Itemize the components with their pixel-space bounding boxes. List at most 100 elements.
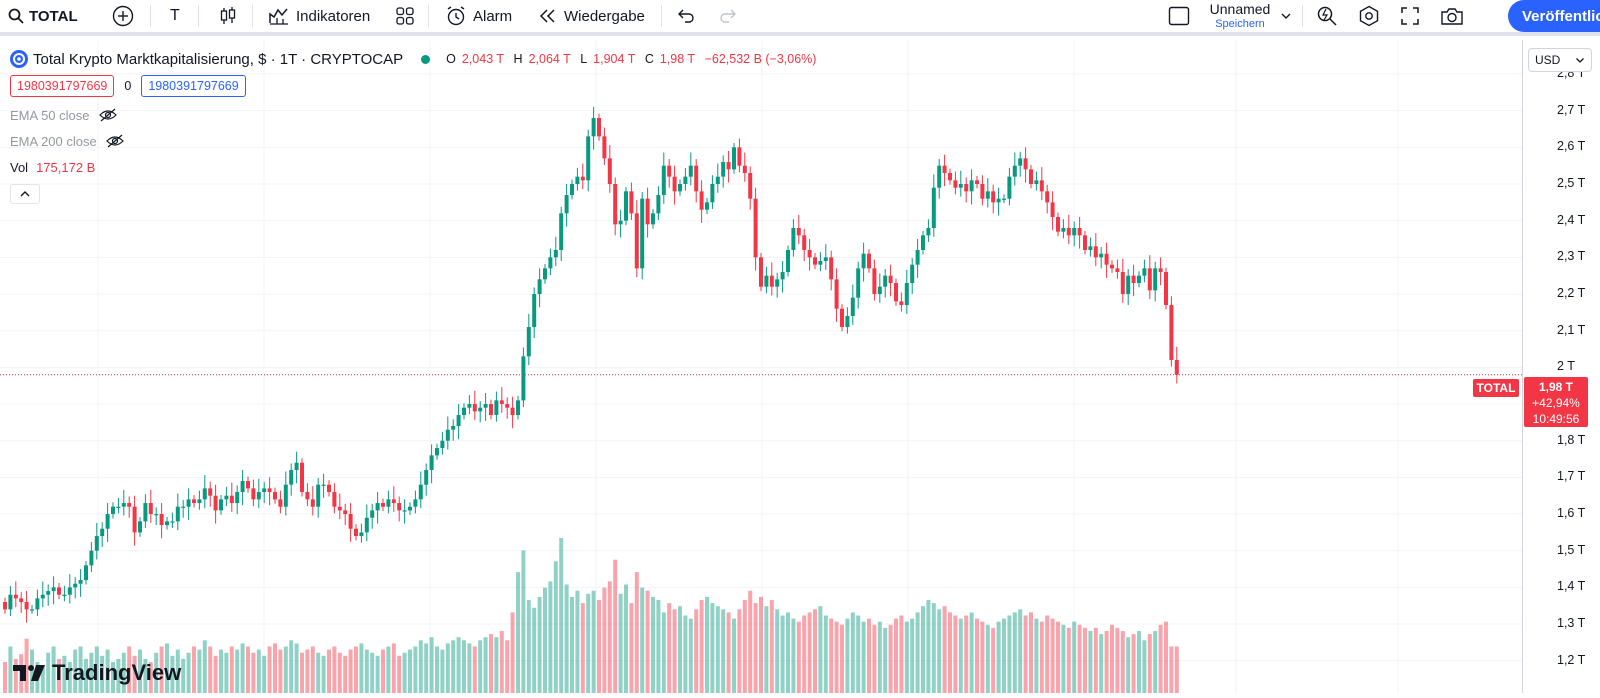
volume-bar	[915, 612, 920, 693]
publish-button[interactable]: Veröffentlichen	[1508, 0, 1600, 32]
volume-bar	[796, 621, 801, 693]
volume-bar	[30, 649, 34, 693]
chart-type-button[interactable]	[218, 0, 238, 32]
volume-bar	[111, 662, 115, 693]
volume-bar	[294, 643, 299, 693]
volume-bar	[1126, 637, 1131, 693]
volume-bar	[656, 600, 661, 693]
ema50-label: EMA 50 close	[10, 107, 90, 123]
candle-body	[813, 257, 817, 265]
collapse-legend-button[interactable]	[10, 184, 40, 204]
sell-price-box[interactable]: 1980391797669	[10, 75, 115, 97]
volume-bar	[354, 646, 358, 693]
candle-body	[456, 415, 461, 427]
volume-bar	[397, 655, 402, 693]
volume-bar	[1034, 618, 1039, 693]
save-link[interactable]: Speichern	[1215, 18, 1265, 30]
candle-body	[1034, 180, 1039, 185]
price-tick-label: 2,6 T	[1557, 139, 1586, 154]
volume-bar	[645, 590, 650, 693]
currency-select[interactable]: USD	[1528, 48, 1592, 72]
volume-bar	[1099, 634, 1104, 693]
layout-name-block[interactable]: Unnamed Speichern	[1204, 1, 1276, 30]
quick-search-button[interactable]	[1316, 0, 1338, 32]
candle-body	[13, 594, 18, 599]
undo-icon	[676, 8, 696, 24]
top-toolbar: TOTAL T Indikatoren Alarm Wiedergabe	[0, 0, 1600, 36]
market-status-dot[interactable]	[421, 54, 431, 64]
replay-button[interactable]: Wiedergabe	[538, 0, 645, 32]
volume-bar	[894, 618, 898, 693]
candle-body	[991, 191, 996, 203]
candle-body	[996, 198, 1001, 203]
legend-title-row: Total Krypto Marktkapitalisierung, $ · 1…	[10, 48, 822, 70]
volume-bar	[175, 649, 180, 693]
symbol-search-button[interactable]: TOTAL	[8, 0, 78, 32]
ohlc-values: O 2,043 T H 2,064 T L 1,904 T C 1,98 T −62,5…	[446, 52, 822, 66]
alarm-label: Alarm	[473, 7, 513, 25]
chart-area[interactable]	[0, 40, 1600, 693]
volume-bar	[213, 655, 218, 693]
candle-body	[1072, 228, 1077, 236]
symbol-title[interactable]: Total Krypto Marktkapitalisierung, $ · 1…	[33, 50, 404, 68]
tradingview-logo[interactable]: TradingView	[12, 660, 181, 686]
candle-body	[364, 517, 369, 533]
undo-button[interactable]	[676, 0, 696, 32]
ema50-indicator[interactable]: EMA 50 close	[10, 102, 822, 128]
ema200-indicator[interactable]: EMA 200 close	[10, 128, 822, 154]
volume-bar	[8, 646, 13, 693]
snapshot-button[interactable]	[1440, 0, 1464, 32]
volume-bar	[904, 621, 909, 693]
rewind-icon	[538, 8, 558, 24]
fullscreen-button[interactable]	[1400, 0, 1420, 32]
redo-button[interactable]	[718, 0, 738, 32]
price-tick-label: 2 T	[1557, 359, 1575, 374]
price-scale[interactable]: 2,8 T 2,7 T 2,6 T 2,5 T 2,4 T 2,3 T 2,2 T 2,1 T…	[1522, 40, 1600, 693]
candle-body	[116, 506, 121, 508]
candle-body	[1153, 268, 1158, 291]
volume-bar	[937, 609, 942, 693]
volume-bar	[926, 600, 931, 693]
volume-bar	[78, 646, 83, 693]
layout-square-icon	[1168, 6, 1190, 26]
candle-body	[386, 499, 391, 507]
alarm-button[interactable]: Alarm	[445, 0, 512, 32]
volume-bar	[1066, 627, 1071, 693]
volume-bar	[402, 652, 407, 693]
candle-body	[570, 184, 574, 196]
volume-indicator[interactable]: Vol 175,172 B	[10, 154, 822, 180]
interval-button[interactable]: T	[170, 7, 180, 24]
candle-body	[381, 503, 385, 507]
price-chart[interactable]	[0, 40, 1600, 693]
eye-hidden-icon[interactable]	[98, 108, 118, 122]
eye-hidden-icon[interactable]	[105, 134, 125, 148]
volume-bar	[57, 658, 61, 693]
indicators-button[interactable]: Indikatoren	[268, 0, 370, 32]
layout-dropdown[interactable]	[1280, 0, 1292, 32]
candle-body	[143, 503, 148, 522]
candle-body	[921, 235, 925, 251]
candle-body	[667, 165, 672, 177]
candle-body	[829, 257, 834, 280]
candle-body	[1158, 268, 1163, 273]
volume-bar	[1018, 609, 1023, 693]
volume-bar	[543, 587, 547, 693]
volume-bar	[737, 609, 742, 693]
candle-body	[640, 198, 645, 269]
layout-button[interactable]	[1168, 0, 1190, 32]
candle-body	[337, 506, 342, 511]
candle-body	[132, 506, 137, 533]
candle-body	[316, 484, 321, 507]
volume-bar	[40, 665, 45, 693]
candle-body	[289, 470, 294, 485]
candle-body	[89, 550, 94, 566]
candle-body	[370, 510, 375, 518]
compare-button[interactable]	[112, 0, 134, 32]
volume-bar	[305, 649, 310, 693]
candle-body	[1050, 202, 1055, 218]
volume-bar	[613, 559, 618, 693]
buy-price-box[interactable]: 1980391797669	[141, 75, 246, 97]
settings-button[interactable]	[1358, 0, 1380, 32]
templates-button[interactable]	[395, 0, 415, 32]
volume-bar	[197, 649, 202, 693]
